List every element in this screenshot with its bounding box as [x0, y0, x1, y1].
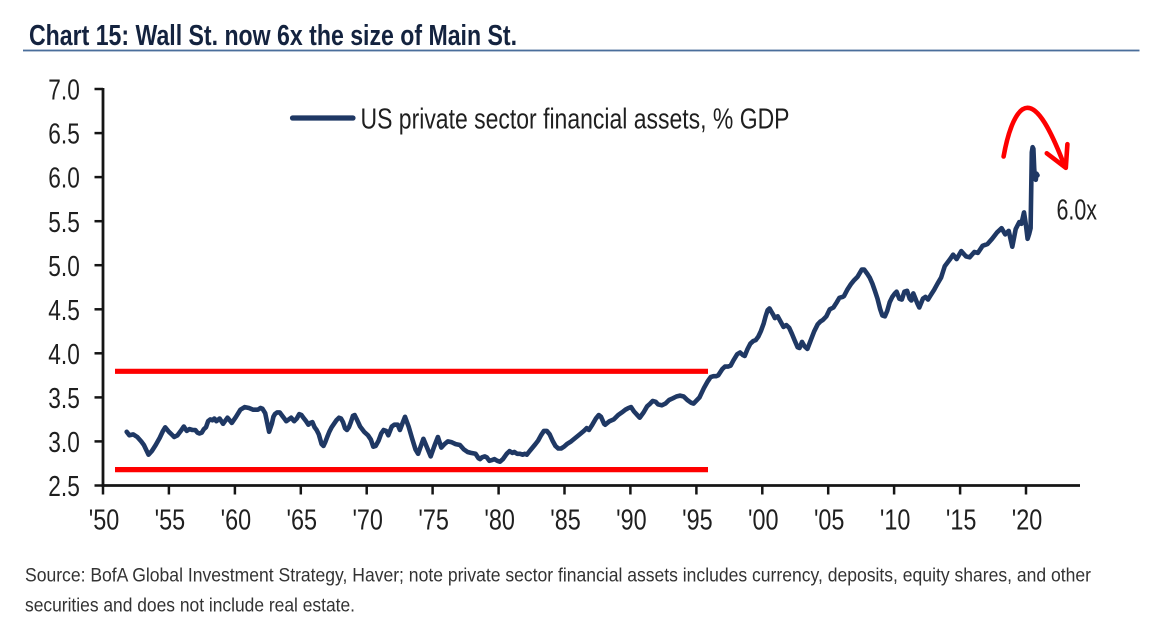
svg-text:3.0: 3.0	[48, 427, 80, 459]
svg-text:4.5: 4.5	[48, 295, 80, 327]
svg-text:US private sector financial as: US private sector financial assets, % GD…	[361, 102, 790, 134]
svg-text:'90: '90	[616, 505, 647, 537]
svg-text:6.0x: 6.0x	[1057, 195, 1098, 227]
svg-text:'10: '10	[880, 505, 911, 537]
svg-text:4.0: 4.0	[48, 339, 80, 371]
svg-text:2.5: 2.5	[48, 471, 80, 503]
svg-text:6.5: 6.5	[48, 119, 80, 151]
svg-text:'75: '75	[418, 505, 449, 537]
svg-text:'20: '20	[1012, 505, 1043, 537]
svg-text:5.0: 5.0	[48, 251, 80, 283]
svg-text:securities and does not includ: securities and does not include real est…	[25, 596, 355, 617]
svg-text:'65: '65	[287, 505, 318, 537]
svg-text:7.0: 7.0	[48, 75, 80, 107]
svg-text:'60: '60	[221, 505, 252, 537]
svg-text:'05: '05	[814, 505, 845, 537]
svg-text:'95: '95	[682, 505, 713, 537]
svg-text:'50: '50	[89, 505, 120, 537]
svg-text:Source: BofA Global Investment: Source: BofA Global Investment Strategy,…	[25, 566, 1092, 587]
svg-text:'15: '15	[946, 505, 977, 537]
svg-text:Chart 15: Wall St. now 6x the: Chart 15: Wall St. now 6x the size of Ma…	[29, 20, 517, 52]
svg-text:'80: '80	[484, 505, 515, 537]
svg-text:6.0: 6.0	[48, 163, 80, 195]
svg-text:3.5: 3.5	[48, 383, 80, 415]
svg-text:'70: '70	[352, 505, 383, 537]
svg-text:'85: '85	[550, 505, 581, 537]
svg-text:5.5: 5.5	[48, 207, 80, 239]
svg-text:'00: '00	[748, 505, 779, 537]
svg-text:'55: '55	[155, 505, 186, 537]
